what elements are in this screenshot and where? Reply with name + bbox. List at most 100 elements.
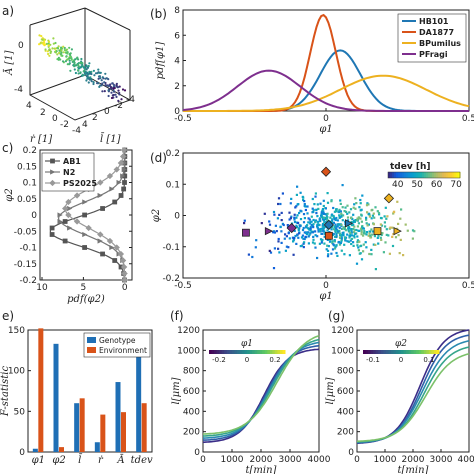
panel-f-y-tick-label: 1000 — [177, 346, 200, 356]
panel-c-marker-AB1 — [112, 258, 118, 263]
panel-d-point — [277, 247, 280, 250]
panel-d-point — [280, 211, 283, 214]
panel-f-x-tick-label: 0 — [200, 455, 206, 465]
panel-d-point — [337, 241, 340, 244]
panel-a-point — [93, 74, 96, 77]
panel-d-point — [360, 228, 363, 232]
panel-d-point — [338, 243, 342, 246]
panel-d-point — [340, 238, 343, 241]
panel-a-point — [113, 85, 116, 88]
panel-a-point — [97, 75, 101, 78]
panel-d-point — [404, 223, 407, 226]
panel-a-point — [78, 67, 81, 70]
panel-c-marker-AB1 — [100, 251, 105, 257]
panel-d-point — [382, 251, 385, 254]
panel-d-point — [320, 232, 323, 235]
panel-d-point — [359, 198, 362, 202]
panel-d-point — [292, 239, 295, 242]
panel-d-point — [326, 192, 329, 195]
panel-d-point — [324, 207, 327, 210]
panel-d-colorbar-step — [438, 172, 441, 178]
panel-d-point — [348, 211, 351, 214]
panel-d-point — [310, 215, 313, 218]
panel-d-point — [348, 234, 351, 238]
panel-a-point — [86, 77, 89, 80]
panel-a-point — [115, 83, 118, 87]
panel-g-colorbar-step — [418, 350, 422, 354]
panel-g-colorbar-tick: -0.1 — [366, 356, 380, 364]
panel-label-b: (b) — [150, 7, 167, 21]
panel-d-point — [316, 256, 319, 260]
panel-d-point — [368, 212, 371, 215]
panel-b-legend-label-0: HB101 — [419, 17, 449, 26]
panel-d-point — [303, 200, 306, 203]
panel-d-highlight-3 — [373, 227, 382, 236]
panel-d-point — [340, 235, 343, 238]
panel-f-colorbar-step — [274, 350, 278, 354]
panel-g-colorbar-step — [413, 350, 417, 354]
panel-c-y-tick-label: -0.1 — [19, 244, 37, 254]
panel-d-point — [298, 225, 302, 228]
panel-d-point — [340, 223, 343, 226]
panel-d-point — [243, 222, 246, 225]
panel-c-marker-PS2025 — [119, 153, 127, 160]
panel-a-point — [47, 40, 51, 44]
panel-d-y-label: φ2 — [151, 209, 162, 222]
panel-d-point — [272, 210, 276, 214]
panel-d-point — [349, 233, 352, 236]
panel-d-point — [300, 236, 304, 239]
panel-d-point — [359, 217, 362, 220]
panel-d-point — [399, 238, 402, 241]
panel-d-point — [356, 219, 359, 222]
panel-d-point — [372, 223, 375, 226]
panel-c-marker-N2 — [82, 231, 88, 238]
panel-a-point — [92, 81, 95, 84]
panel-label-e: e) — [2, 309, 14, 323]
panel-d-colorbar-step — [394, 172, 397, 178]
panel-d-point — [339, 202, 342, 205]
panel-a-point — [79, 71, 82, 74]
panel-label-c: c) — [2, 141, 13, 155]
panel-d-point — [343, 236, 346, 239]
panel-f-curve-0 — [202, 348, 320, 444]
panel-d-point — [365, 246, 368, 249]
panel-g-y-label: l[μm] — [325, 377, 336, 404]
panel-e-bar-Genotype-2 — [74, 403, 80, 452]
panel-d-point — [325, 248, 328, 251]
panel-a-point — [64, 49, 68, 52]
panel-d-point — [336, 219, 339, 222]
panel-g-x-label: t[min] — [398, 465, 429, 474]
panel-c-marker-N2 — [97, 238, 103, 244]
panel-a-point — [38, 34, 41, 37]
panel-d-point — [340, 212, 343, 215]
panel-d-point — [360, 230, 363, 234]
panel-a-point — [84, 71, 88, 74]
panel-b-y-tick-label: 0 — [174, 107, 180, 117]
panel-d-y-tick-label: 0.1 — [166, 180, 180, 190]
panel-g-y-tick-label: 1200 — [331, 326, 354, 336]
panel-d-point — [312, 208, 315, 212]
panel-d-point — [359, 209, 362, 212]
panel-d-point — [384, 241, 387, 244]
panel-d-point — [371, 208, 374, 211]
panel-c-marker-PS2025 — [106, 172, 114, 180]
panel-d-point — [243, 219, 246, 222]
panel-d-point — [349, 231, 352, 234]
panel-d-point — [282, 223, 285, 227]
panel-c-marker-AB1 — [82, 212, 88, 218]
panel-d-point — [350, 216, 353, 220]
panel-label-a: a) — [2, 4, 14, 18]
panel-d-point — [322, 216, 325, 219]
panel-c-marker-AB1 — [118, 193, 124, 198]
panel-d-colorbar-step — [446, 172, 449, 178]
panel-f-y-tick-label: 0 — [194, 448, 200, 458]
panel-d-point — [309, 232, 312, 235]
panel-d-point — [280, 230, 283, 233]
panel-a-point — [49, 50, 53, 53]
panel-d-point — [385, 228, 388, 231]
panel-d-highlight-0 — [320, 166, 332, 177]
panel-d-point — [314, 219, 317, 222]
panel-a-point — [81, 73, 84, 76]
panel-d-point — [268, 223, 272, 226]
panel-b-series-PFragi — [182, 69, 469, 112]
